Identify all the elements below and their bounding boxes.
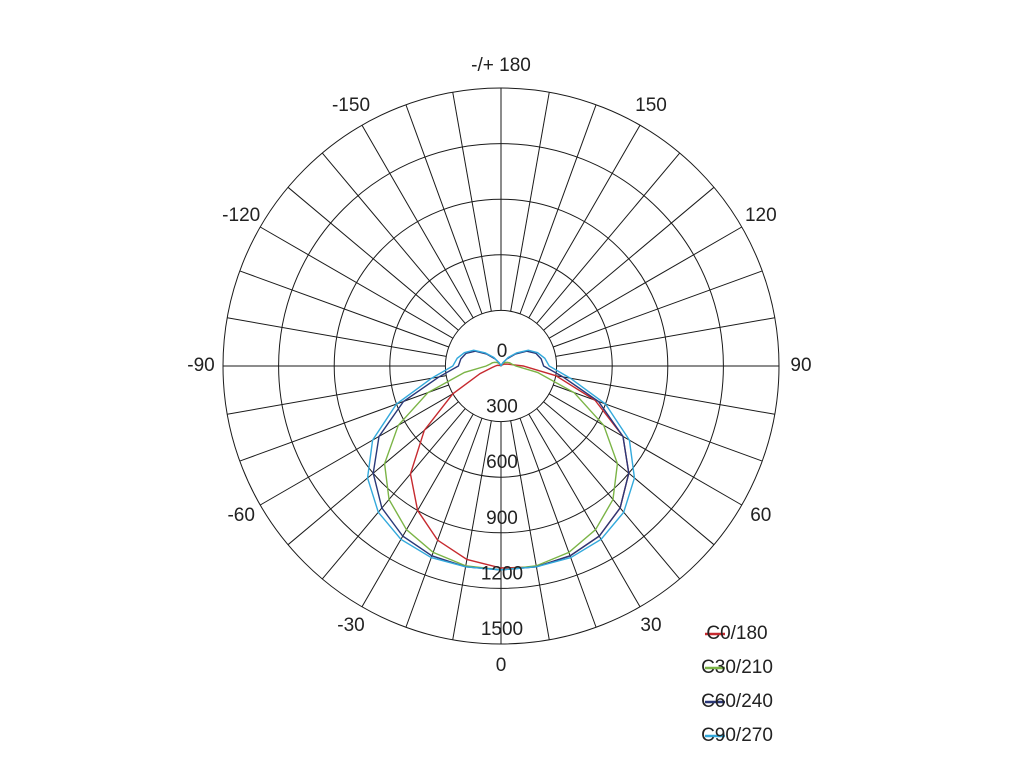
- radial-tick-label: 300: [486, 397, 518, 418]
- angle-tick-label: -90: [187, 355, 214, 376]
- angle-tick-label: -120: [222, 205, 260, 226]
- angle-tick-label: 150: [635, 95, 667, 116]
- curve: [366, 349, 636, 571]
- angle-tick-label: 60: [750, 505, 771, 526]
- angle-tick-label: 0: [496, 655, 507, 676]
- radial-tick-label: 1200: [481, 563, 523, 584]
- legend-label: C30/210: [701, 657, 773, 678]
- angle-tick-label: -60: [227, 505, 254, 526]
- angle-tick-label: 30: [640, 615, 661, 636]
- angle-tick-label: -150: [332, 95, 370, 116]
- legend-label: C90/270: [701, 725, 773, 746]
- ring: [333, 198, 669, 534]
- radial-tick-label: 600: [486, 452, 518, 473]
- angle-tick-label: -/+ 180: [471, 55, 531, 76]
- ring: [222, 87, 780, 645]
- angle-tick-label: -30: [337, 615, 364, 636]
- radial-tick-label: 1500: [481, 619, 523, 640]
- legend-label: C0/180: [706, 623, 767, 644]
- radial-tick-label: 0: [497, 341, 508, 362]
- angle-tick-label: 120: [745, 205, 777, 226]
- legend-label: C60/240: [701, 691, 773, 712]
- radial-tick-label: 900: [486, 508, 518, 529]
- ring: [389, 254, 613, 478]
- angle-tick-label: 90: [790, 355, 811, 376]
- ring: [278, 143, 724, 589]
- ring: [444, 309, 558, 423]
